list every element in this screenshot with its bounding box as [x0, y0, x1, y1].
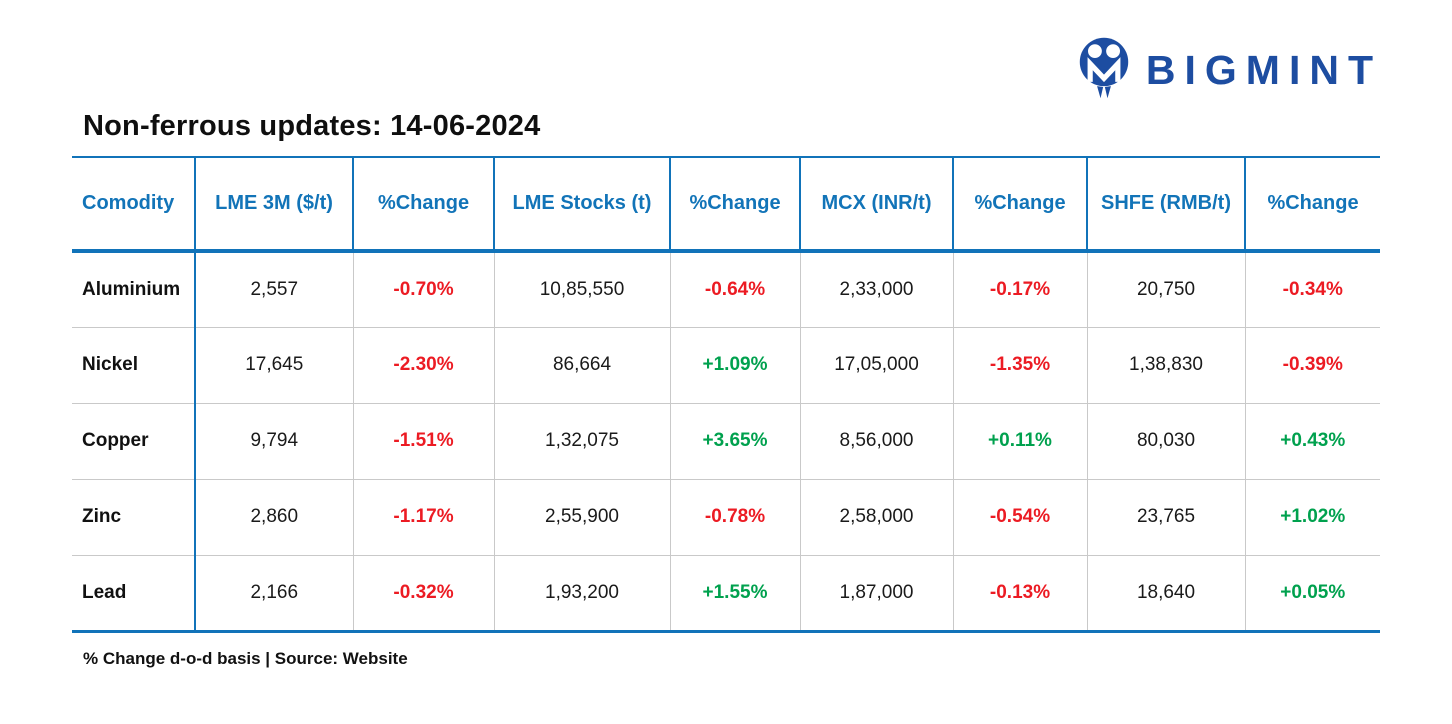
commodity-name: Aluminium	[82, 278, 181, 300]
price-value: 9,794	[194, 402, 353, 479]
percent-change-value: -0.54%	[952, 478, 1087, 555]
price-value: 2,33,000	[799, 251, 953, 327]
percent-change-value: -0.34%	[1244, 251, 1380, 327]
commodity-name: Nickel	[72, 326, 195, 403]
percent-change-value: +0.43%	[1244, 402, 1380, 479]
table-footnote: % Change d-o-d basis | Source: Website	[83, 648, 408, 668]
commodity-name: Zinc	[72, 478, 195, 555]
percent-change-value: -0.64%	[669, 251, 800, 327]
column-header: %Change	[352, 157, 494, 253]
main-content: Non-ferrous updates: 14-06-2024 Comodity…	[72, 110, 1380, 669]
price-value: 1,93,200	[493, 554, 670, 631]
price-value: 86,664	[493, 326, 670, 403]
table-header: Comodity LME 3M ($/t) %Change LME Stocks (t…	[72, 157, 1380, 253]
price-value: 2,58,000	[799, 478, 953, 555]
percent-change-value: -0.70%	[352, 251, 494, 327]
price-value: 1,87,000	[799, 554, 953, 631]
table-body: Aluminium 2,557 -0.70% 10,85,550 -0.64% 2,33,…	[72, 251, 1380, 631]
commodity-name: Copper	[72, 402, 195, 479]
column-header: LME 3M ($/t)	[194, 157, 353, 253]
table-row: Nickel 17,645 -2.30% 86,664 +1.09% 17,05,000-…	[72, 326, 1380, 403]
percent-change-value: +3.65%	[669, 402, 800, 479]
percent-change-value: -1.51%	[352, 402, 494, 479]
brand-name: BIGMINT	[1145, 47, 1382, 93]
percent-change-value: -0.78%	[669, 478, 800, 555]
price-value: 1,38,830	[1086, 326, 1245, 403]
percent-change-value: +1.02%	[1244, 478, 1380, 555]
page-title: Non-ferrous updates: 14-06-2024	[83, 110, 541, 142]
percent-change-value: -0.13%	[952, 554, 1087, 631]
price-value: 10,85,550	[493, 251, 670, 327]
percent-change-value: +1.09%	[669, 326, 800, 403]
price-value: 80,030	[1086, 402, 1245, 479]
price-value: 2,860	[194, 478, 353, 555]
brand-logo: BIGMINT	[1076, 36, 1382, 105]
percent-change-value: +0.05%	[1244, 554, 1380, 631]
price-value: 8,56,000	[799, 402, 953, 479]
percent-change-value: -0.39%	[1244, 326, 1380, 403]
price-value: 2,557	[194, 251, 353, 327]
price-value: 1,32,075	[493, 402, 670, 479]
percent-change-value: -0.17%	[952, 251, 1087, 327]
percent-change-value: -1.35%	[952, 326, 1087, 403]
table-row: Aluminium 2,557 -0.70% 10,85,550 -0.64% 2,33,…	[72, 251, 1380, 327]
column-header: %Change	[669, 157, 800, 253]
percent-change-value: -2.30%	[352, 326, 494, 403]
percent-change-value: +0.11%	[952, 402, 1087, 479]
table-header-row: Comodity LME 3M ($/t) %Change LME Stocks (t…	[72, 157, 1380, 253]
percent-change-value: -1.17%	[352, 478, 494, 555]
table-row: Lead 2,166 -0.32% 1,93,200 +1.55% 1,87,000 -0.…	[72, 554, 1380, 631]
column-header: MCX (INR/t)	[799, 157, 953, 253]
non-ferrous-prices-table: Comodity LME 3M ($/t) %Change LME Stocks (t…	[72, 156, 1380, 633]
bigmint-logo-icon	[1076, 36, 1132, 105]
percent-change-value: -0.32%	[352, 554, 494, 631]
price-value: 18,640	[1086, 554, 1245, 631]
column-header: %Change	[952, 157, 1087, 253]
percent-change-value: +1.55%	[669, 554, 800, 631]
column-header: SHFE (RMB/t)	[1086, 157, 1245, 253]
price-value: 2,55,900	[493, 478, 670, 555]
price-value: 2,166	[194, 554, 353, 631]
commodity-name: Lead	[72, 554, 195, 631]
price-value: 17,645	[194, 326, 353, 403]
column-header: %Change	[1244, 157, 1380, 253]
price-value: 17,05,000	[799, 326, 953, 403]
table-row: Zinc 2,860 -1.17% 2,55,900 -0.78% 2,58,000 -0.…	[72, 478, 1380, 555]
column-header: LME Stocks (t)	[493, 157, 670, 253]
price-value: 20,750	[1086, 251, 1245, 327]
column-header-commodity: Comodity	[72, 157, 195, 253]
table-row: Copper 9,794 -1.51% 1,32,075 +3.65% 8,56,000 +…	[72, 402, 1380, 479]
price-value: 23,765	[1086, 478, 1245, 555]
